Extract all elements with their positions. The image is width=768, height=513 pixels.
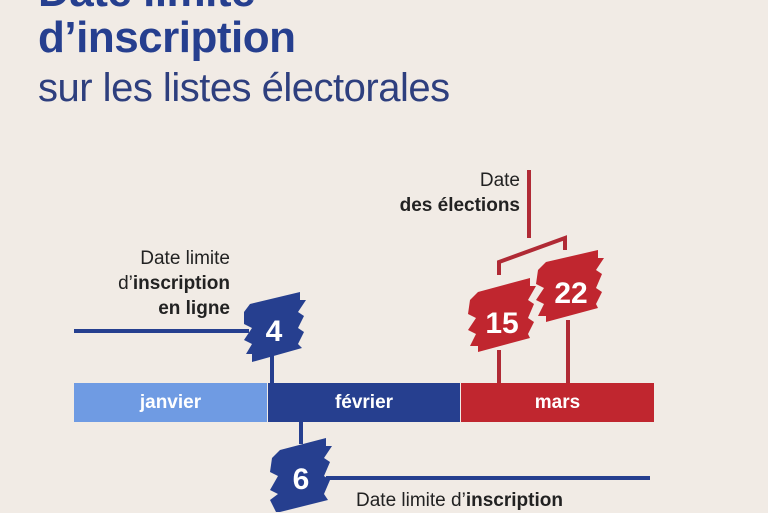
general-deadline-prefix: Date limite d’ bbox=[356, 490, 466, 511]
elections-line2: des élections bbox=[399, 195, 520, 216]
general-deadline-connector bbox=[326, 476, 650, 480]
day-4-badge-icon bbox=[244, 292, 306, 362]
elections-stem bbox=[527, 170, 531, 238]
day-22-badge-icon bbox=[536, 250, 604, 322]
online-deadline-label: Date limite d’inscription en ligne bbox=[30, 246, 230, 321]
day-15-badge-icon bbox=[468, 278, 536, 352]
month-fevrier: février bbox=[268, 383, 460, 422]
general-deadline-stem bbox=[299, 422, 303, 444]
online-deadline-stem bbox=[270, 350, 274, 385]
online-deadline-line1: Date limite bbox=[140, 248, 230, 269]
day-6-badge-icon bbox=[270, 438, 332, 512]
general-deadline-label: Date limite d’inscription bbox=[356, 488, 563, 513]
title-line-1: Date limite bbox=[38, 0, 256, 14]
day-15: 15 bbox=[485, 307, 519, 340]
elections-label: Date des élections bbox=[340, 168, 520, 218]
title-line-3: sur les listes électorales bbox=[38, 66, 450, 110]
month-janvier: janvier bbox=[74, 383, 267, 422]
month-mars: mars bbox=[461, 383, 654, 422]
title-line-2: d’inscription bbox=[38, 13, 296, 62]
online-deadline-line3: en ligne bbox=[158, 298, 230, 319]
day-15-stem bbox=[497, 350, 501, 384]
general-deadline-bold: inscription bbox=[465, 490, 563, 511]
online-deadline-prefix: d’ bbox=[118, 273, 133, 294]
elections-bracket bbox=[497, 235, 567, 275]
online-deadline-bold: inscription bbox=[132, 273, 230, 294]
day-22: 22 bbox=[554, 277, 588, 310]
day-4: 4 bbox=[265, 315, 283, 348]
day-22-stem bbox=[566, 320, 570, 384]
online-deadline-connector bbox=[74, 329, 249, 333]
elections-line1: Date bbox=[479, 170, 520, 191]
day-6: 6 bbox=[292, 463, 310, 496]
